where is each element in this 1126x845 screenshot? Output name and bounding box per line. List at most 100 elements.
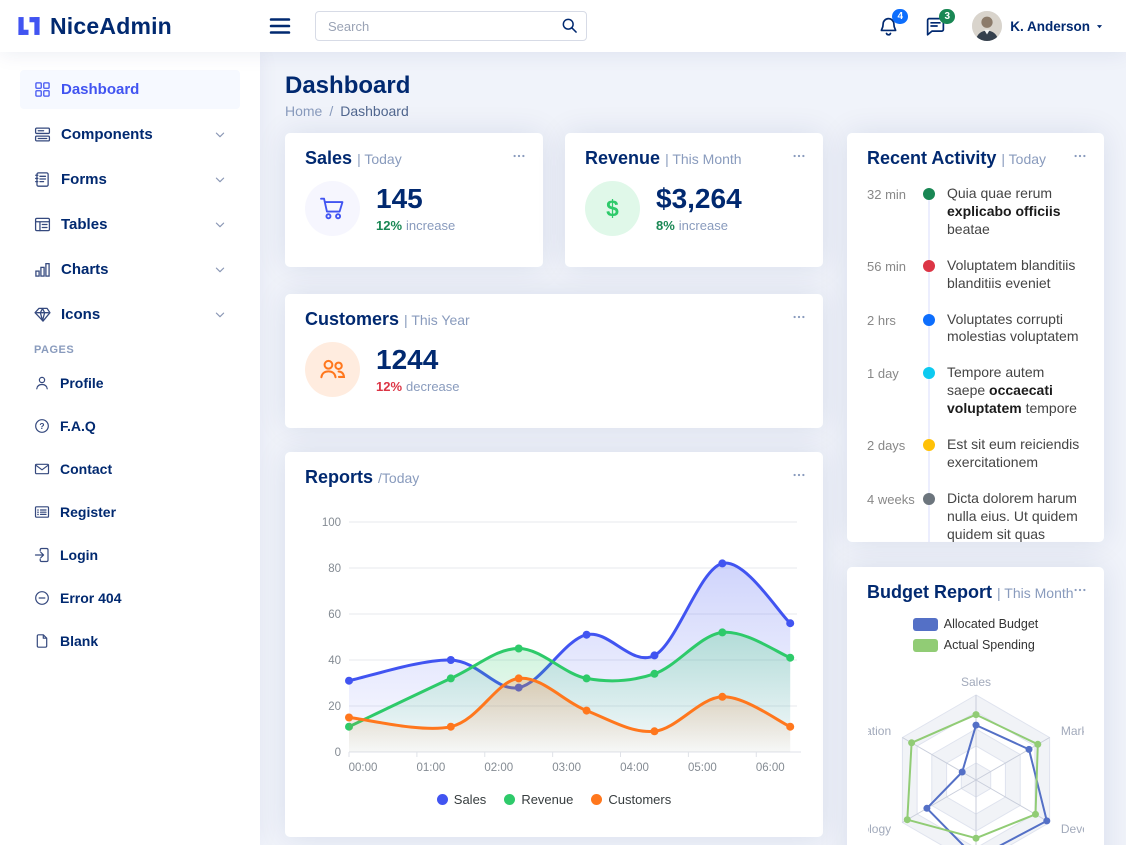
series-point-customers (650, 727, 658, 735)
activity-text: Quia quae rerum explicabo officiis beata… (947, 185, 1084, 257)
main-content: Dashboard Home / Dashboard Sales | Today (260, 52, 1126, 845)
person-icon (34, 375, 50, 391)
radar-axis-label-information-technology: Information Technology (868, 822, 891, 836)
series-point-customers (718, 693, 726, 701)
revenue-delta: 8% (656, 218, 675, 233)
radar-point-allocated-budget (972, 722, 979, 729)
svg-text:06:00: 06:00 (756, 762, 785, 774)
activity-rail (923, 185, 947, 257)
brand-logo[interactable]: NiceAdmin (0, 13, 255, 40)
card-title: Budget Report (867, 582, 992, 602)
series-point-sales (650, 651, 658, 659)
series-point-customers (583, 707, 591, 715)
card-period: /Today (378, 470, 419, 486)
sidebar-item-label: Icons (61, 306, 100, 323)
legend-dot (591, 794, 602, 805)
activity-item: 4 weeksDicta dolorem harum nulla eius. U… (867, 490, 1084, 542)
legend-dot (437, 794, 448, 805)
legend-dot (504, 794, 515, 805)
top-header: NiceAdmin 4 3 K. Anderson (0, 0, 1126, 52)
journal-icon (34, 171, 51, 188)
sidebar-item-blank[interactable]: Blank (20, 622, 240, 659)
profile-menu[interactable]: K. Anderson (972, 11, 1104, 41)
radar-point-actual-spending (972, 835, 979, 842)
radar-point-allocated-budget (923, 805, 930, 812)
series-point-sales (345, 677, 353, 685)
question-circle-icon (34, 418, 50, 434)
legend-item-allocated-budget[interactable]: Allocated Budget (913, 617, 1039, 631)
three-dots-icon[interactable] (789, 149, 809, 163)
activity-rail (923, 257, 947, 311)
reports-line-chart: 02040608010000:0001:0002:0003:0004:0005:… (305, 498, 803, 790)
messages-button[interactable]: 3 (925, 16, 946, 37)
notifications-button[interactable]: 4 (878, 16, 899, 37)
series-point-revenue (650, 670, 658, 678)
sales-delta: 12% (376, 218, 402, 233)
activity-item: 2 daysEst sit eum reiciendis exercitatio… (867, 436, 1084, 490)
activity-item: 1 dayTempore autem saepe occaecati volup… (867, 364, 1084, 436)
legend-item-customers[interactable]: Customers (591, 792, 671, 807)
sidebar-item-contact[interactable]: Contact (20, 450, 240, 487)
card-list-icon (34, 504, 50, 520)
brand-name: NiceAdmin (50, 13, 172, 40)
breadcrumb: Home / Dashboard (285, 103, 1104, 119)
activity-time: 56 min (867, 257, 923, 311)
search-icon[interactable] (561, 17, 578, 34)
series-point-sales (718, 559, 726, 567)
dollar-icon (599, 195, 626, 222)
card-period: | This Year (404, 312, 470, 328)
recent-activity-card: Recent Activity | Today 32 minQuia quae … (847, 133, 1104, 542)
activity-time: 32 min (867, 185, 923, 257)
revenue-delta-label: increase (675, 218, 728, 233)
legend-swatch (913, 618, 938, 631)
sidebar-item-label: Error 404 (60, 590, 121, 606)
chevron-down-icon (1095, 22, 1104, 31)
activity-item: 56 min Voluptatem blanditiis blanditiis e… (867, 257, 1084, 311)
three-dots-icon[interactable] (789, 468, 809, 482)
three-dots-icon[interactable] (1070, 149, 1090, 163)
envelope-icon (34, 461, 50, 477)
sidebar-item-label: Components (61, 126, 153, 143)
sidebar-item-components[interactable]: Components (20, 115, 240, 154)
legend-item-actual-spending[interactable]: Actual Spending (913, 638, 1039, 652)
sidebar-item-register[interactable]: Register (20, 493, 240, 530)
hamburger-icon[interactable] (267, 13, 293, 39)
card-title: Revenue (585, 148, 660, 168)
sidebar-item-dashboard[interactable]: Dashboard (20, 70, 240, 109)
sidebar-item-profile[interactable]: Profile (20, 364, 240, 401)
activity-text: Voluptatem blanditiis blanditiis eveniet (947, 257, 1084, 311)
activity-dot (923, 188, 935, 200)
cart-icon (319, 195, 346, 222)
bar-chart-icon (34, 261, 51, 278)
breadcrumb-home[interactable]: Home (285, 103, 322, 119)
radar-axis-label-administration: Administration (868, 724, 891, 738)
sidebar-item-icons[interactable]: Icons (20, 295, 240, 334)
activity-item: 32 min Quia quae rerum explicabo officiis… (867, 185, 1084, 257)
sidebar-item-f-a-q[interactable]: F.A.Q (20, 407, 240, 444)
svg-text:02:00: 02:00 (484, 762, 513, 774)
series-point-revenue (447, 674, 455, 682)
sidebar-item-forms[interactable]: Forms (20, 160, 240, 199)
customers-card: Customers | This Year 1244 12%decrease (285, 294, 823, 428)
chevron-down-icon (214, 174, 226, 186)
sidebar-item-login[interactable]: Login (20, 536, 240, 573)
legend-item-sales[interactable]: Sales (437, 792, 487, 807)
card-title: Customers (305, 309, 399, 329)
card-period: | This Month (665, 151, 742, 167)
sidebar-item-charts[interactable]: Charts (20, 250, 240, 289)
customers-delta: 12% (376, 379, 402, 394)
customers-delta-label: decrease (402, 379, 459, 394)
series-point-revenue (583, 674, 591, 682)
legend-item-revenue[interactable]: Revenue (504, 792, 573, 807)
sidebar-item-tables[interactable]: Tables (20, 205, 240, 244)
activity-text: Est sit eum reiciendis exercitationem (947, 436, 1084, 490)
three-dots-icon[interactable] (1070, 583, 1090, 597)
search-input[interactable] (315, 11, 587, 41)
avatar (972, 11, 1002, 41)
series-point-customers (447, 723, 455, 731)
three-dots-icon[interactable] (509, 149, 529, 163)
sidebar-item-error-404[interactable]: Error 404 (20, 579, 240, 616)
legend-label: Customers (608, 792, 671, 807)
three-dots-icon[interactable] (789, 310, 809, 324)
activity-dot (923, 493, 935, 505)
